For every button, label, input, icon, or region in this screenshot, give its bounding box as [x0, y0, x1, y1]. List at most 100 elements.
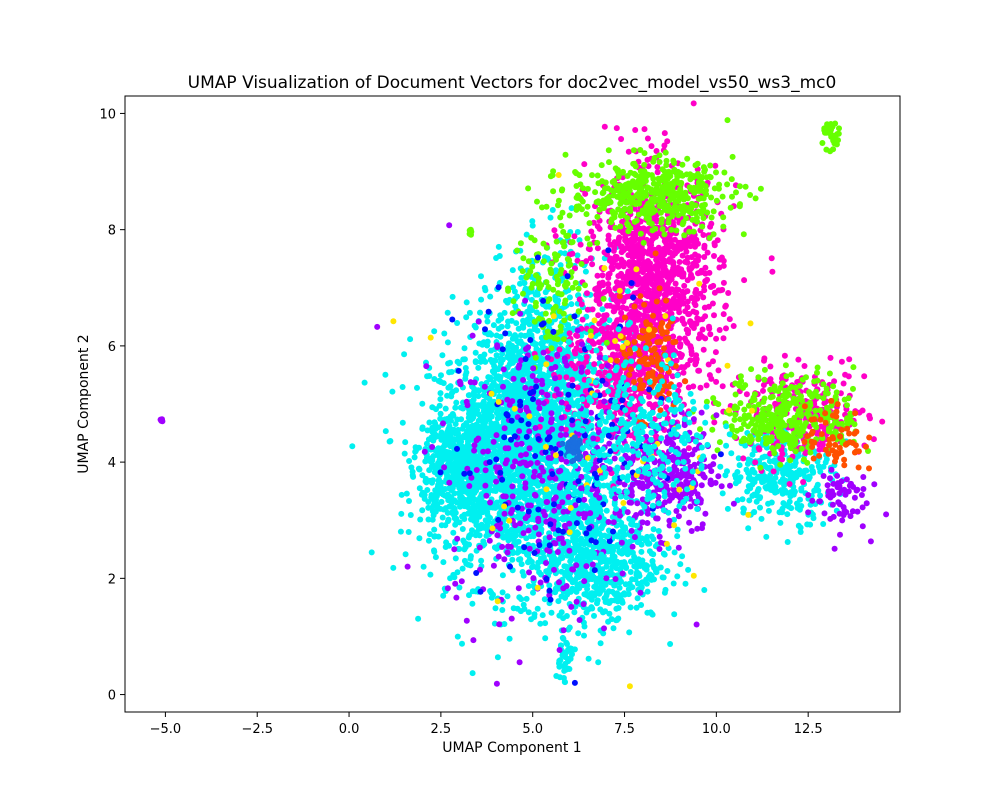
scatter-point	[682, 258, 689, 265]
scatter-point	[475, 364, 482, 371]
scatter-point	[598, 525, 605, 532]
scatter-point	[398, 491, 405, 498]
scatter-point	[590, 233, 597, 240]
scatter-point	[450, 412, 457, 419]
scatter-point	[575, 630, 582, 637]
scatter-point	[516, 349, 523, 356]
scatter-point	[604, 557, 611, 564]
scatter-point	[490, 379, 497, 386]
scatter-point	[618, 136, 625, 142]
scatter-point	[593, 526, 600, 533]
scatter-point	[440, 559, 447, 566]
scatter-point	[484, 318, 491, 325]
scatter-point	[488, 407, 495, 414]
scatter-point	[708, 220, 715, 227]
scatter-point	[578, 560, 585, 567]
scatter-point	[465, 490, 472, 497]
scatter-point	[488, 347, 494, 354]
scatter-point	[506, 635, 513, 642]
scatter-point	[555, 521, 562, 528]
scatter-point	[414, 384, 420, 391]
scatter-point	[720, 262, 727, 269]
scatter-point	[784, 539, 791, 545]
scatter-point	[493, 255, 500, 261]
scatter-point	[688, 265, 695, 272]
scatter-point	[431, 526, 438, 533]
scatter-point	[541, 596, 548, 603]
scatter-point	[648, 533, 655, 540]
scatter-point	[751, 491, 758, 498]
scatter-point	[594, 597, 601, 604]
scatter-point	[634, 595, 641, 602]
scatter-point	[425, 537, 432, 544]
scatter-point	[720, 311, 727, 318]
scatter-point	[390, 564, 397, 571]
scatter-point	[465, 454, 472, 460]
scatter-point	[745, 525, 752, 532]
scatter-point	[397, 528, 404, 535]
scatter-point	[766, 458, 773, 465]
scatter-point	[690, 100, 697, 107]
scatter-point	[618, 243, 625, 250]
scatter-point	[493, 545, 500, 552]
scatter-point	[456, 584, 463, 591]
scatter-point	[457, 485, 463, 492]
scatter-point	[736, 462, 743, 469]
scatter-point	[523, 535, 530, 542]
scatter-point	[594, 578, 601, 585]
scatter-point	[773, 488, 780, 495]
scatter-point	[441, 330, 448, 337]
scatter-point	[654, 169, 661, 176]
scatter-point	[711, 312, 717, 319]
scatter-point	[497, 453, 504, 460]
scatter-point	[672, 280, 679, 287]
scatter-point	[459, 640, 465, 647]
scatter-point	[543, 568, 550, 575]
scatter-point	[406, 498, 412, 504]
scatter-point	[650, 551, 657, 558]
scatter-point	[431, 547, 437, 554]
scatter-point	[410, 473, 417, 480]
scatter-point	[466, 392, 473, 399]
scatter-point	[437, 390, 444, 397]
scatter-point	[527, 486, 533, 493]
scatter-point	[431, 328, 438, 335]
scatter-point	[616, 584, 623, 591]
scatter-point	[765, 507, 772, 514]
scatter-point	[638, 541, 645, 548]
scatter-point	[422, 478, 429, 485]
scatter-point	[591, 612, 597, 619]
scatter-point	[471, 386, 478, 392]
scatter-point	[509, 348, 516, 355]
scatter-point	[498, 315, 505, 322]
scatter-point	[644, 135, 651, 142]
scatter-point	[431, 464, 438, 471]
scatter-point	[445, 451, 452, 458]
scatter-point	[452, 404, 459, 411]
scatter-point	[472, 496, 479, 503]
scatter-point	[504, 593, 511, 600]
scatter-point	[476, 473, 483, 480]
scatter-point	[472, 349, 479, 356]
scatter-point	[547, 214, 554, 221]
scatter-point	[687, 343, 694, 350]
scatter-point	[449, 484, 456, 491]
scatter-point	[561, 678, 568, 685]
scatter-point	[644, 156, 651, 163]
scatter-point	[382, 428, 389, 435]
scatter-point	[441, 433, 448, 439]
scatter-point	[480, 398, 487, 405]
scatter-point	[440, 448, 447, 455]
scatter-point	[406, 458, 413, 464]
scatter-point	[590, 505, 596, 512]
scatter-point	[654, 269, 661, 276]
scatter-point	[469, 600, 476, 607]
scatter-point	[536, 569, 543, 576]
scatter-point	[419, 472, 426, 479]
scatter-point	[478, 492, 485, 499]
scatter-point	[509, 532, 516, 539]
scatter-point	[478, 296, 485, 303]
scatter-point	[460, 356, 467, 363]
scatter-point	[711, 253, 717, 259]
scatter-point	[596, 530, 603, 537]
